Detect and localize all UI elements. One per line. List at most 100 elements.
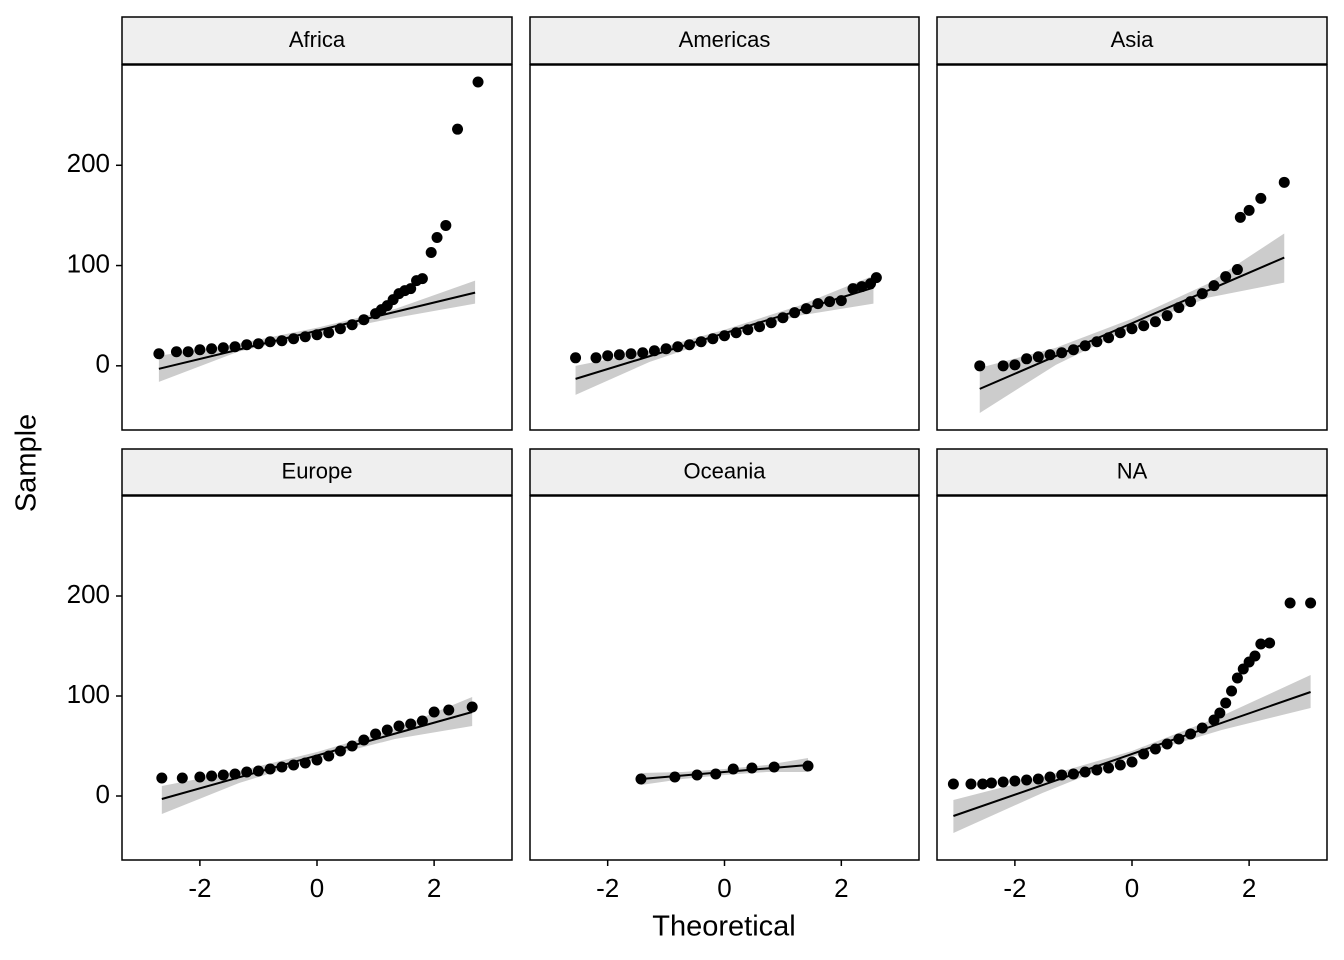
point [206,770,218,782]
facet-title: Africa [289,27,346,52]
point [683,339,695,351]
point [241,766,253,778]
point [985,777,997,789]
point [765,317,777,329]
point [1032,351,1044,363]
point [1079,766,1091,778]
point [710,768,722,780]
point [393,720,405,732]
point [358,314,370,326]
point [1138,748,1150,760]
point [590,352,602,364]
point [1056,769,1068,781]
point [252,338,264,350]
y-tick-label: 0 [96,349,110,379]
point [997,360,1009,372]
y-tick-label: 200 [67,148,110,178]
point [1208,280,1220,292]
point [754,321,766,333]
point [1284,597,1296,609]
point [1021,353,1033,365]
point [1220,697,1232,709]
panel-border [529,64,920,431]
point [1305,597,1317,609]
point [1173,302,1185,314]
point [440,219,452,231]
point [1231,672,1243,684]
point [812,298,824,310]
point [997,776,1009,788]
point [264,763,276,775]
point [691,769,703,781]
point [1161,738,1173,750]
qq-line [979,256,1285,390]
facet-title: Oceania [684,458,767,483]
point [311,754,323,766]
point [1126,323,1138,335]
point [1234,211,1246,223]
x-tick-label: 2 [427,873,441,903]
point [1114,759,1126,771]
point [1214,707,1226,719]
strip [121,16,513,65]
point [206,343,218,355]
point [637,347,649,359]
point [1243,204,1255,216]
strip [529,16,920,65]
point [746,762,758,774]
point [405,718,417,730]
point [947,778,959,790]
point [176,772,188,784]
point [1103,762,1115,774]
point [1009,359,1021,371]
point [719,330,730,342]
y-tick-label: 100 [67,679,110,709]
strip [936,448,1328,496]
panel-border [936,64,1328,431]
point [1255,638,1267,650]
point [1079,340,1091,352]
facet-title: Americas [679,27,771,52]
x-tick-label: 0 [1125,873,1139,903]
point [1009,775,1021,787]
point [311,329,323,341]
point [802,760,814,772]
x-tick-label: -2 [596,873,619,903]
point [695,336,707,348]
point [288,759,300,771]
point [276,335,288,347]
point [381,724,393,736]
qq-line [953,691,1311,817]
point [570,352,582,364]
point [1032,773,1044,785]
point [428,706,440,718]
point [182,346,194,358]
point [217,342,229,354]
point [276,761,288,773]
point [789,307,801,319]
facet-title: Asia [1111,27,1155,52]
point [1126,756,1138,768]
y-tick-label: 100 [67,248,110,278]
point [346,319,358,331]
x-tick-label: -2 [1003,873,1026,903]
y-tick-label: 200 [67,579,110,609]
point [625,348,637,360]
x-tick-label: 2 [1242,873,1256,903]
point [824,296,836,308]
point [1264,637,1276,649]
point [602,350,614,362]
point [800,303,812,315]
point [156,772,168,784]
point [1103,332,1115,344]
point [707,333,719,345]
point [1231,264,1243,276]
point [730,327,742,339]
point [1056,347,1068,359]
point [1173,733,1185,745]
point [727,763,739,775]
point [847,283,859,295]
panel-border [121,64,513,431]
point [1220,271,1232,283]
point [217,769,229,781]
